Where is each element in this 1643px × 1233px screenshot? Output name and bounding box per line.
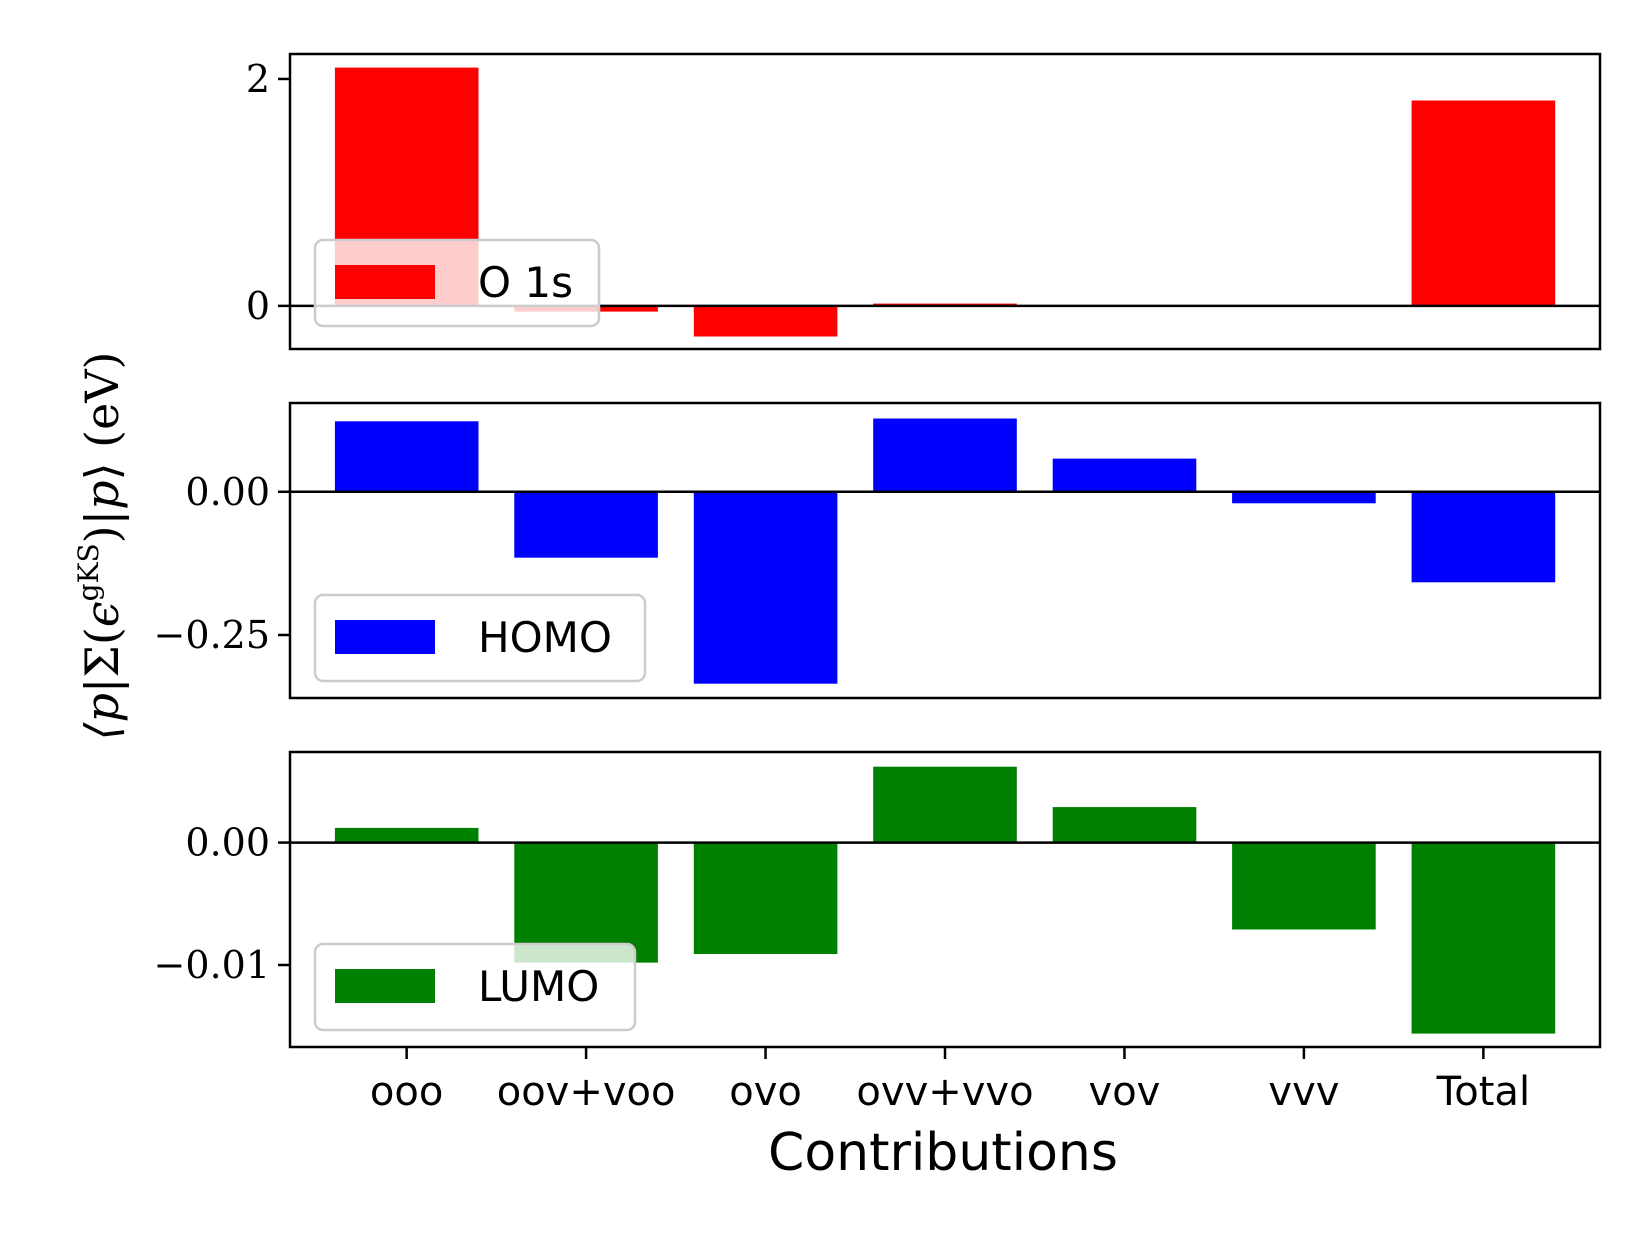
legend-swatch <box>335 969 435 1003</box>
legend-swatch <box>335 265 435 299</box>
panel-0: 0 2 O 1s <box>246 52 1602 351</box>
legend-swatch <box>335 620 435 654</box>
bar-lumo-Total <box>1411 842 1556 1034</box>
panel-1: 0.00 −0.25 HOMO <box>154 401 1602 700</box>
bar-homo-vvv <box>1232 491 1376 504</box>
bar-homo-ovv-vvo <box>873 418 1017 492</box>
bar-homo-Total <box>1411 491 1556 583</box>
legend-homo: HOMO <box>313 593 647 683</box>
panels-layer: 0 2 O 1s 0.00 −0.25 HOMO 0.00 −0.01 LUMO ooo oov+v… <box>154 52 1602 1115</box>
y-axis-label: ⟨p|Σ(ϵgKS)|p⟩ (eV) <box>72 352 129 741</box>
legend-label: LUMO <box>478 962 599 1011</box>
bar-homo-ovo <box>693 491 838 684</box>
bar-homo-oov-voo <box>514 491 658 558</box>
bar-o-1s-Total <box>1411 100 1556 306</box>
bar-lumo-ooo <box>334 827 479 843</box>
legend-label: O 1s <box>478 258 573 307</box>
y-tick-label: 2 <box>246 57 270 101</box>
x-tick-label-oov-voo: oov+voo <box>497 1069 676 1115</box>
x-tick-label-total: Total <box>1436 1069 1530 1115</box>
y-tick-label: 0 <box>246 284 270 328</box>
legend-frame <box>313 593 647 683</box>
x-tick-label-ooo: ooo <box>370 1069 443 1115</box>
legend-o-1s: O 1s <box>313 238 601 328</box>
x-tick-label-ovo: ovo <box>729 1069 802 1115</box>
x-tick-label-ovv-vvo: ovv+vvo <box>856 1069 1033 1115</box>
x-axis-title: Contributions <box>768 1123 1118 1183</box>
bar-homo-ooo <box>334 421 479 492</box>
x-tick-label-vov: vov <box>1089 1069 1161 1115</box>
legend-lumo: LUMO <box>313 942 637 1032</box>
y-tick-label: −0.25 <box>154 613 270 657</box>
bar-lumo-ovo <box>693 842 838 954</box>
panel-frame <box>288 52 1602 351</box>
bar-lumo-ovv-vvo <box>873 766 1017 843</box>
x-tick-label-vvv: vvv <box>1268 1069 1339 1115</box>
legend-label: HOMO <box>478 613 612 662</box>
y-tick-label: 0.00 <box>185 821 270 865</box>
y-tick-label: −0.01 <box>154 943 270 987</box>
bar-o-1s-ovo <box>693 305 838 337</box>
legend-frame <box>313 238 601 328</box>
bar-lumo-vvv <box>1232 842 1376 930</box>
y-tick-label: 0.00 <box>185 470 270 514</box>
panel-2: 0.00 −0.01 LUMO <box>154 750 1602 1049</box>
bar-homo-vov <box>1052 458 1197 492</box>
bar-lumo-oov-voo <box>514 842 658 963</box>
legend-frame <box>313 942 637 1032</box>
bar-lumo-vov <box>1052 807 1197 843</box>
panel-frame <box>288 401 1602 700</box>
